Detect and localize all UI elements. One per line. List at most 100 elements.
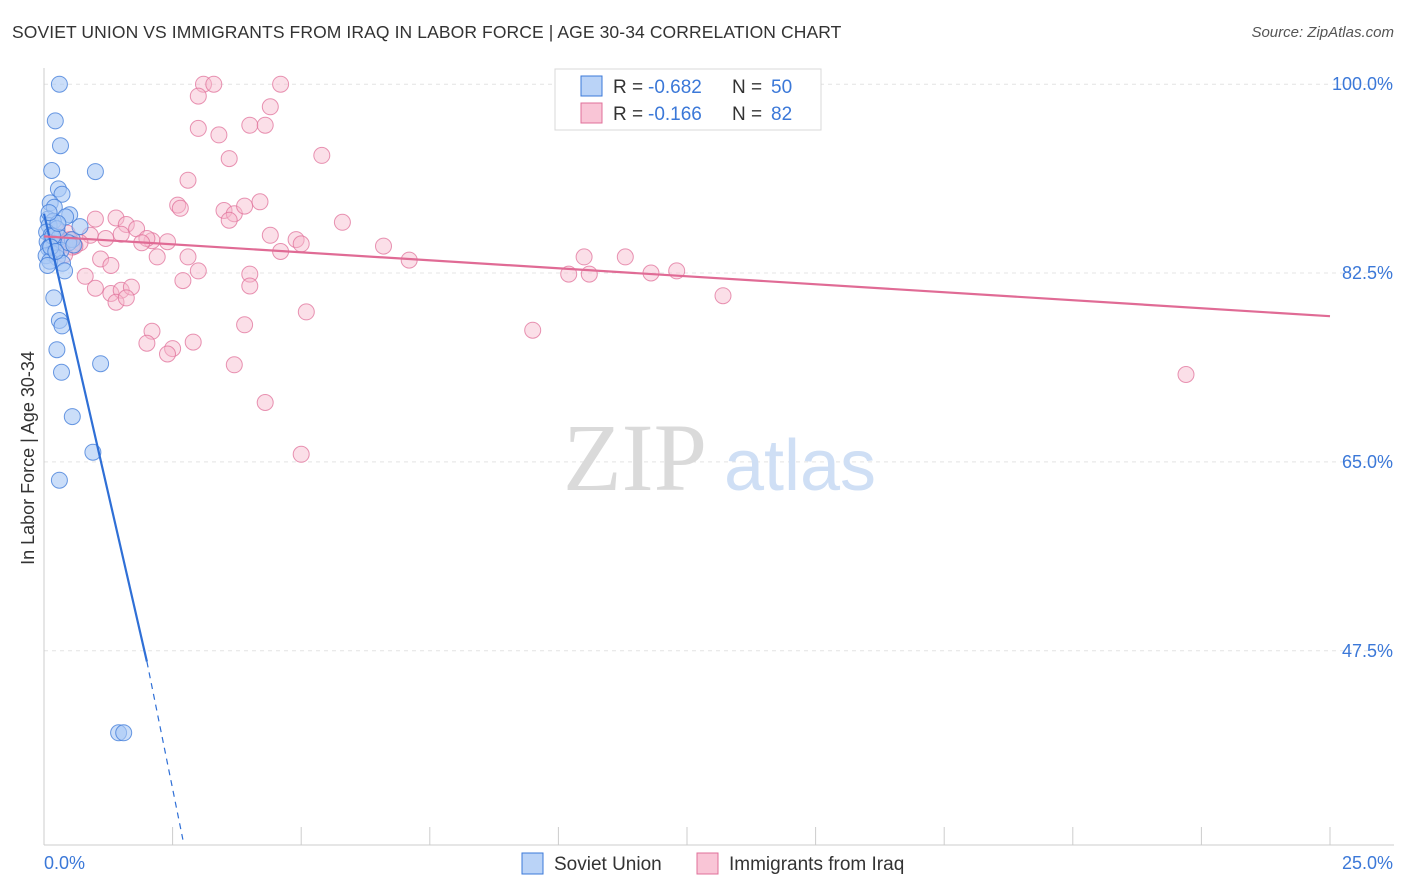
iraq-point [236, 316, 254, 334]
iraq-point [261, 98, 279, 116]
soviet-union-point [52, 137, 69, 155]
iraq-point [292, 235, 310, 253]
soviet-union-point [50, 75, 68, 93]
watermark: ZIP atlas [563, 404, 876, 511]
soviet-union-point [47, 243, 65, 260]
gridlines [44, 83, 1394, 652]
source-credit: Source: ZipAtlas.com [1251, 24, 1394, 41]
iraq-point [580, 265, 598, 283]
iraq-point [102, 285, 120, 302]
legend-swatch-1 [580, 102, 603, 124]
iraq-point [256, 394, 274, 411]
legend-r-value-0: -0.682 [648, 77, 702, 98]
iraq-point [575, 248, 593, 266]
bottom-legend-swatch-0 [521, 852, 544, 875]
soviet-union-point [50, 471, 68, 489]
y-tick-label-1: 82.5% [1342, 263, 1393, 283]
x-tick-label-min: 0.0% [44, 853, 85, 873]
iraq-point [251, 193, 269, 211]
iraq-point [261, 226, 279, 244]
iraq-point [179, 248, 197, 266]
y-tick-label-2: 65.0% [1342, 452, 1393, 472]
iraq-point [107, 293, 125, 311]
iraq-point [714, 287, 732, 305]
iraq-trend-line [43, 235, 1331, 318]
iraq-point [313, 146, 331, 164]
soviet-union-point [63, 408, 81, 426]
iraq-point [97, 230, 115, 247]
iraq-point [205, 75, 223, 93]
soviet-union-trend-extension [146, 661, 184, 840]
bottom-legend-label-0: Soviet Union [554, 854, 662, 875]
soviet-union-point [53, 185, 71, 203]
iraq-point [102, 257, 120, 274]
legend-r-label-0: R = [613, 77, 643, 98]
legend-n-value-0: 50 [771, 77, 792, 98]
iraq-point [189, 87, 207, 105]
iraq-point [164, 340, 182, 358]
iraq-point [117, 216, 135, 233]
iraq-point [189, 119, 207, 137]
tick-labels: 100.0% 82.5% 65.0% 47.5% 0.0% 25.0% [44, 74, 1393, 873]
legend-r-label-1: R = [613, 104, 643, 125]
legend-swatch-0 [580, 75, 603, 97]
iraq-point [159, 233, 176, 251]
soviet-union-point [43, 162, 61, 179]
y-tick-label-0: 100.0% [1332, 74, 1393, 94]
iraq-point [241, 116, 259, 134]
iraq-point [1177, 366, 1195, 383]
iraq-point [169, 196, 187, 214]
soviet-union-point [71, 218, 89, 236]
soviet-union-point [86, 163, 104, 181]
iraq-point [189, 262, 207, 280]
iraq-point [333, 213, 351, 231]
legend-r-value-1: -0.166 [648, 104, 702, 125]
soviet-union-point [53, 363, 70, 381]
soviet-union-point [45, 289, 63, 307]
iraq-point [171, 199, 189, 217]
iraq-point [117, 289, 135, 307]
x-tick-label-max: 25.0% [1342, 853, 1393, 873]
soviet-union-point [115, 724, 133, 742]
iraq-point [107, 209, 125, 227]
iraq-point [76, 267, 94, 285]
bottom-legend-swatch-1 [696, 852, 719, 875]
soviet-union-point [40, 204, 58, 222]
bottom-legend-label-1: Immigrants from Iraq [729, 854, 904, 875]
iraq-point [375, 237, 392, 255]
watermark-atlas: atlas [724, 426, 876, 506]
iraq-point [86, 279, 104, 297]
iraq-point [236, 197, 254, 215]
watermark-zip: ZIP [563, 404, 707, 511]
soviet-union-point [39, 257, 57, 274]
trend-lines [42, 213, 1331, 840]
legend-n-label-0: N = [732, 77, 762, 98]
iraq-point [174, 272, 192, 290]
chart-title: SOVIET UNION VS IMMIGRANTS FROM IRAQ IN … [12, 22, 842, 42]
iraq-point [292, 445, 310, 463]
iraq-point [148, 248, 166, 266]
legend-n-label-1: N = [732, 104, 762, 125]
iraq-point [220, 211, 238, 229]
iraq-point [616, 248, 634, 266]
soviet-union-point [46, 112, 64, 130]
iraq-point [256, 116, 274, 134]
iraq-point [138, 334, 156, 352]
soviet-union-trend-line [42, 213, 148, 662]
iraq-point [159, 345, 176, 363]
soviet-union-point [65, 236, 83, 254]
iraq-point [241, 277, 259, 295]
soviet-union-point [48, 341, 66, 359]
iraq-point [220, 150, 238, 168]
y-axis-title: In Labor Force | Age 30-34 [18, 351, 38, 565]
iraq-point [184, 333, 202, 351]
bottom-legend: Soviet Union Immigrants from Iraq [521, 852, 904, 875]
iraq-point [272, 75, 290, 93]
iraq-point [92, 250, 110, 268]
y-tick-label-3: 47.5% [1342, 641, 1393, 661]
iraq-point [179, 171, 197, 189]
iraq-point [241, 265, 259, 283]
legend-n-value-1: 82 [771, 104, 792, 125]
iraq-point [122, 278, 140, 296]
data-points [37, 75, 1195, 742]
